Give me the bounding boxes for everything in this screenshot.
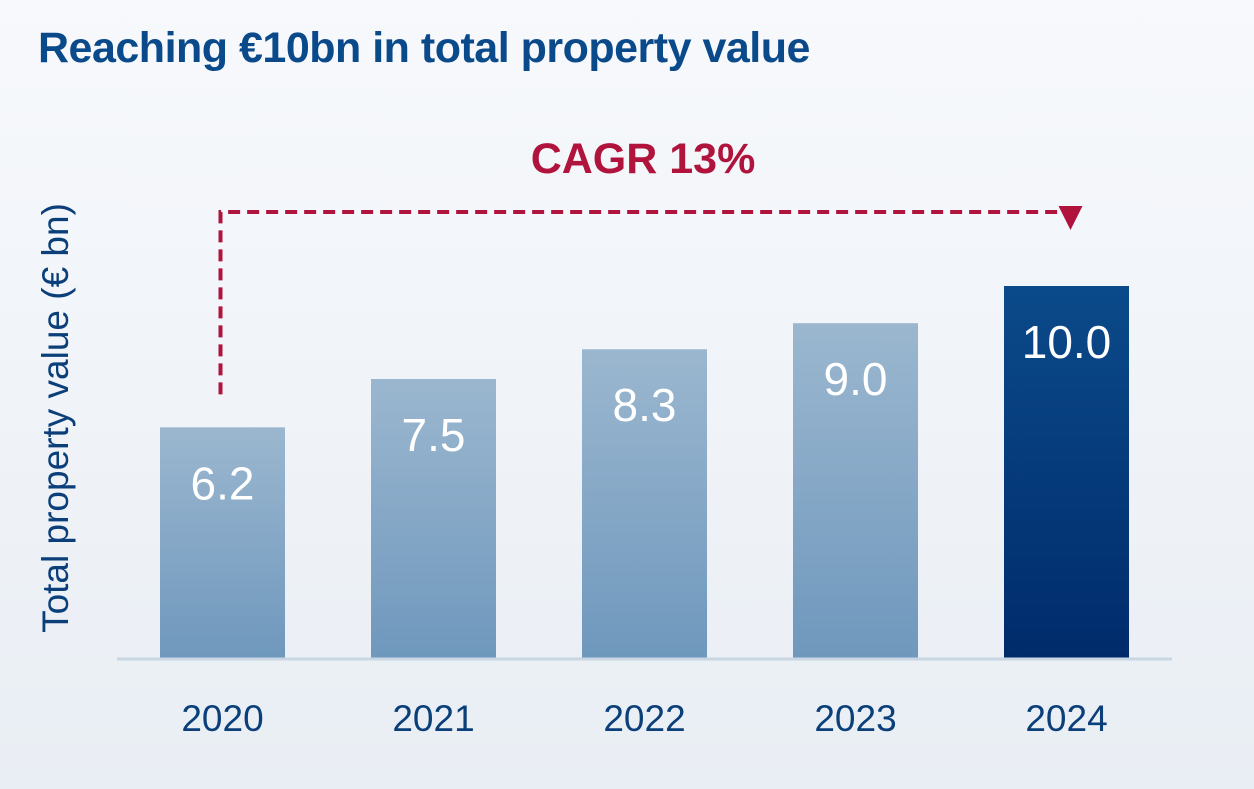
value-label-2021: 7.5 xyxy=(402,409,466,461)
y-axis-label: Total property value (€ bn) xyxy=(35,203,76,633)
x-tick-label-2024: 2024 xyxy=(1025,698,1107,739)
bars-layer xyxy=(160,286,1129,658)
value-label-2024: 10.0 xyxy=(1022,316,1112,368)
bar-2024 xyxy=(1004,286,1129,658)
bar-2023 xyxy=(793,323,918,658)
x-tick-label-2021: 2021 xyxy=(392,698,474,739)
x-tick-label-2020: 2020 xyxy=(181,698,263,739)
value-label-2023: 9.0 xyxy=(824,353,888,405)
bar-2022 xyxy=(582,349,707,658)
cagr-arrowhead xyxy=(1058,206,1083,230)
x-tick-label-2023: 2023 xyxy=(814,698,896,739)
labels-layer: 6.2 2020 7.5 2021 8.3 2022 9.0 2023 10.0 2024 xyxy=(181,316,1111,739)
cagr-label: CAGR 13% xyxy=(531,135,756,183)
value-label-2022: 8.3 xyxy=(613,379,677,431)
value-label-2020: 6.2 xyxy=(191,457,255,509)
bar-2020 xyxy=(160,427,285,658)
bar-2021 xyxy=(371,379,496,658)
x-tick-label-2022: 2022 xyxy=(603,698,685,739)
cagr-annotation: CAGR 13% xyxy=(218,135,1083,395)
chart-title: Reaching €10bn in total property value xyxy=(38,24,810,72)
